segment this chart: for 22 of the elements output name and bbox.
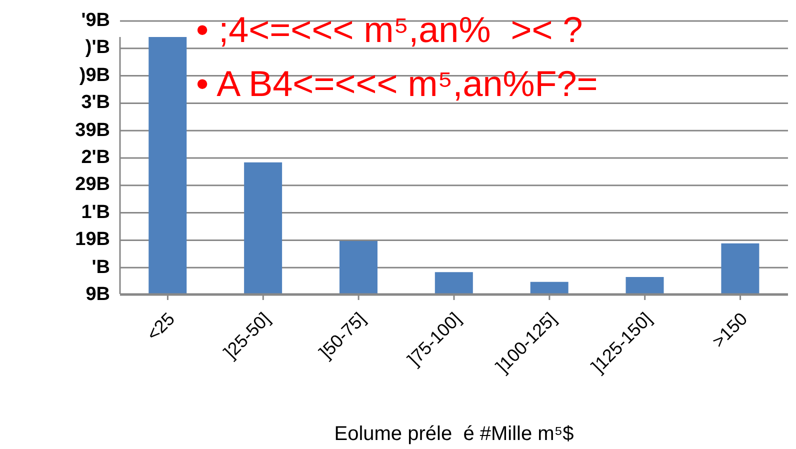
bar — [148, 37, 187, 294]
text: 3'B — [81, 91, 110, 116]
text: 9B — [86, 283, 110, 307]
text: 29B — [75, 173, 110, 198]
text: 39B — [75, 118, 110, 143]
bar — [339, 241, 378, 294]
text: 1'B — [81, 200, 110, 225]
bar — [721, 243, 760, 294]
x-tick-label: <25 — [142, 308, 179, 344]
text: )'B — [85, 36, 110, 60]
text: '9B — [81, 9, 110, 33]
x-axis-title: Eolume préle é #Mille m⁵$ — [333, 423, 575, 446]
bar — [530, 282, 568, 294]
bar — [244, 162, 282, 294]
bar — [626, 277, 664, 294]
annotation: • ;4<=<<< m⁵,an% >< ? — [196, 8, 583, 52]
annotation: • A B4<=<<< m⁵,an%F?= — [196, 62, 598, 106]
text: 19B — [75, 228, 110, 252]
text: 'B — [92, 256, 110, 280]
bar — [434, 272, 473, 294]
text: )9B — [79, 64, 110, 88]
text: 2'B — [81, 146, 110, 170]
